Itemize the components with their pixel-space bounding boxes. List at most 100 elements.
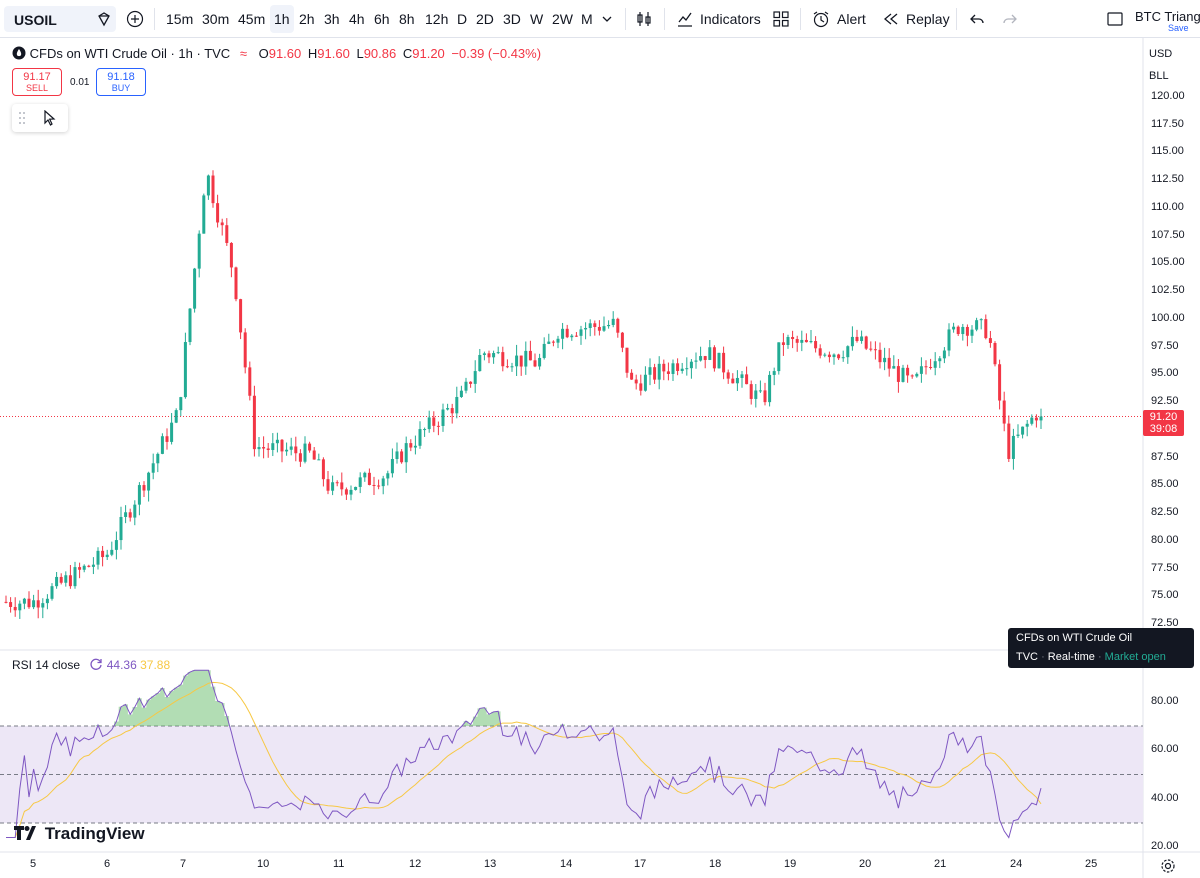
timeframe-2D[interactable]: 2D bbox=[476, 11, 494, 27]
layout-grid-icon[interactable] bbox=[772, 10, 790, 28]
candle-body bbox=[114, 540, 118, 550]
candle-body bbox=[547, 341, 551, 344]
tooltip-source: TVC bbox=[1016, 651, 1038, 663]
candle bbox=[390, 448, 394, 478]
timeframe-3h[interactable]: 3h bbox=[324, 11, 340, 27]
candle-body bbox=[427, 417, 431, 430]
candle-body bbox=[735, 377, 739, 384]
rsi-tick-label: 20.00 bbox=[1151, 840, 1179, 853]
timeframe-2W[interactable]: 2W bbox=[552, 11, 573, 27]
candle-body bbox=[1030, 417, 1034, 424]
refresh-icon[interactable] bbox=[89, 657, 103, 671]
timeframe-45m[interactable]: 45m bbox=[238, 11, 266, 27]
candle bbox=[574, 332, 578, 337]
candle-body bbox=[473, 371, 477, 384]
drag-handle-icon[interactable] bbox=[18, 111, 26, 125]
candle bbox=[956, 325, 960, 337]
candle bbox=[832, 353, 836, 365]
candle bbox=[515, 344, 519, 376]
timeframe-15m[interactable]: 15m bbox=[166, 11, 194, 27]
candle-body bbox=[961, 326, 965, 335]
replay-button[interactable]: Replay bbox=[906, 11, 950, 27]
tooltip-mode: Real-time bbox=[1047, 651, 1095, 663]
timeframe-12h[interactable]: 12h bbox=[425, 11, 449, 27]
low-key: L bbox=[356, 46, 364, 61]
candle bbox=[694, 352, 698, 369]
candle-body bbox=[1007, 423, 1011, 459]
candle-body bbox=[101, 550, 105, 558]
compare-icon[interactable]: ≈ bbox=[239, 46, 247, 61]
candle bbox=[18, 600, 22, 619]
buy-price: 91.18 bbox=[107, 71, 135, 83]
timeframe-2h[interactable]: 2h bbox=[299, 11, 315, 27]
timeframe-8h[interactable]: 8h bbox=[399, 11, 415, 27]
alert-clock-icon[interactable] bbox=[812, 10, 830, 28]
timeframe-3D[interactable]: 3D bbox=[503, 11, 521, 27]
candle-body bbox=[556, 338, 560, 343]
timeframe-6h[interactable]: 6h bbox=[374, 11, 390, 27]
timeframe-W[interactable]: W bbox=[530, 11, 544, 27]
change-value: −0.39 (−0.43%) bbox=[451, 46, 542, 61]
candle bbox=[82, 564, 86, 573]
date-tick-label: 19 bbox=[784, 858, 797, 870]
currency-selector[interactable]: USD bbox=[1149, 48, 1173, 60]
candle-body bbox=[303, 443, 307, 462]
candle-body bbox=[469, 381, 473, 384]
cursor-arrow-icon[interactable] bbox=[42, 110, 58, 126]
candle-body bbox=[620, 332, 624, 348]
candle bbox=[662, 359, 666, 381]
candles-type-icon[interactable] bbox=[635, 10, 653, 28]
timeframe-1h[interactable]: 1h bbox=[274, 11, 290, 27]
timeframe-M[interactable]: M bbox=[581, 11, 593, 27]
candle bbox=[137, 482, 141, 516]
layout-name[interactable]: BTC Triangl bbox=[1135, 9, 1200, 24]
timeframe-4h[interactable]: 4h bbox=[349, 11, 365, 27]
unit-selector[interactable]: BLL bbox=[1149, 70, 1169, 82]
save-button[interactable]: Save bbox=[1168, 23, 1189, 33]
candle-body bbox=[712, 347, 716, 369]
candle bbox=[731, 373, 735, 384]
tooltip-dot: · bbox=[1097, 651, 1105, 663]
price-tick-label: 120.00 bbox=[1151, 89, 1185, 102]
candle-body bbox=[975, 320, 979, 330]
candle bbox=[671, 359, 675, 381]
redo-icon[interactable] bbox=[1001, 10, 1019, 28]
add-symbol-icon[interactable] bbox=[126, 10, 144, 28]
candle bbox=[846, 345, 850, 364]
candle bbox=[59, 573, 63, 585]
candles-group bbox=[4, 170, 1043, 619]
alert-button[interactable]: Alert bbox=[837, 11, 866, 27]
candle bbox=[855, 329, 859, 343]
diamond-icon[interactable] bbox=[96, 11, 112, 27]
timeframe-D[interactable]: D bbox=[457, 11, 468, 27]
symbol-search[interactable]: USOIL bbox=[4, 6, 116, 32]
candle bbox=[768, 371, 772, 407]
indicators-button[interactable]: Indicators bbox=[700, 11, 761, 27]
candle-body bbox=[685, 368, 689, 370]
layout-checkbox-icon[interactable] bbox=[1106, 10, 1124, 28]
candle-body bbox=[280, 439, 284, 452]
sell-button[interactable]: 91.17 SELL bbox=[12, 68, 62, 96]
replay-icon[interactable] bbox=[882, 10, 900, 28]
price-tick-label: 95.00 bbox=[1151, 367, 1179, 380]
candle bbox=[289, 437, 293, 456]
candle-body bbox=[188, 308, 192, 343]
candle bbox=[271, 433, 275, 457]
tradingview-logo[interactable]: TradingView bbox=[14, 824, 145, 844]
candle bbox=[147, 471, 151, 502]
undo-icon[interactable] bbox=[968, 10, 986, 28]
candle bbox=[418, 421, 422, 449]
chevron-down-icon[interactable] bbox=[600, 12, 614, 26]
settings-gear-icon[interactable] bbox=[1160, 858, 1176, 874]
candle bbox=[473, 360, 477, 393]
candle-body bbox=[487, 353, 491, 358]
candle bbox=[680, 362, 684, 374]
indicators-icon[interactable] bbox=[676, 10, 694, 28]
candle bbox=[321, 457, 325, 487]
candle-body bbox=[814, 341, 818, 349]
buy-button[interactable]: 91.18 BUY bbox=[96, 68, 146, 96]
timeframe-30m[interactable]: 30m bbox=[202, 11, 230, 27]
candle bbox=[294, 436, 298, 462]
drawing-toolbar bbox=[12, 104, 68, 132]
